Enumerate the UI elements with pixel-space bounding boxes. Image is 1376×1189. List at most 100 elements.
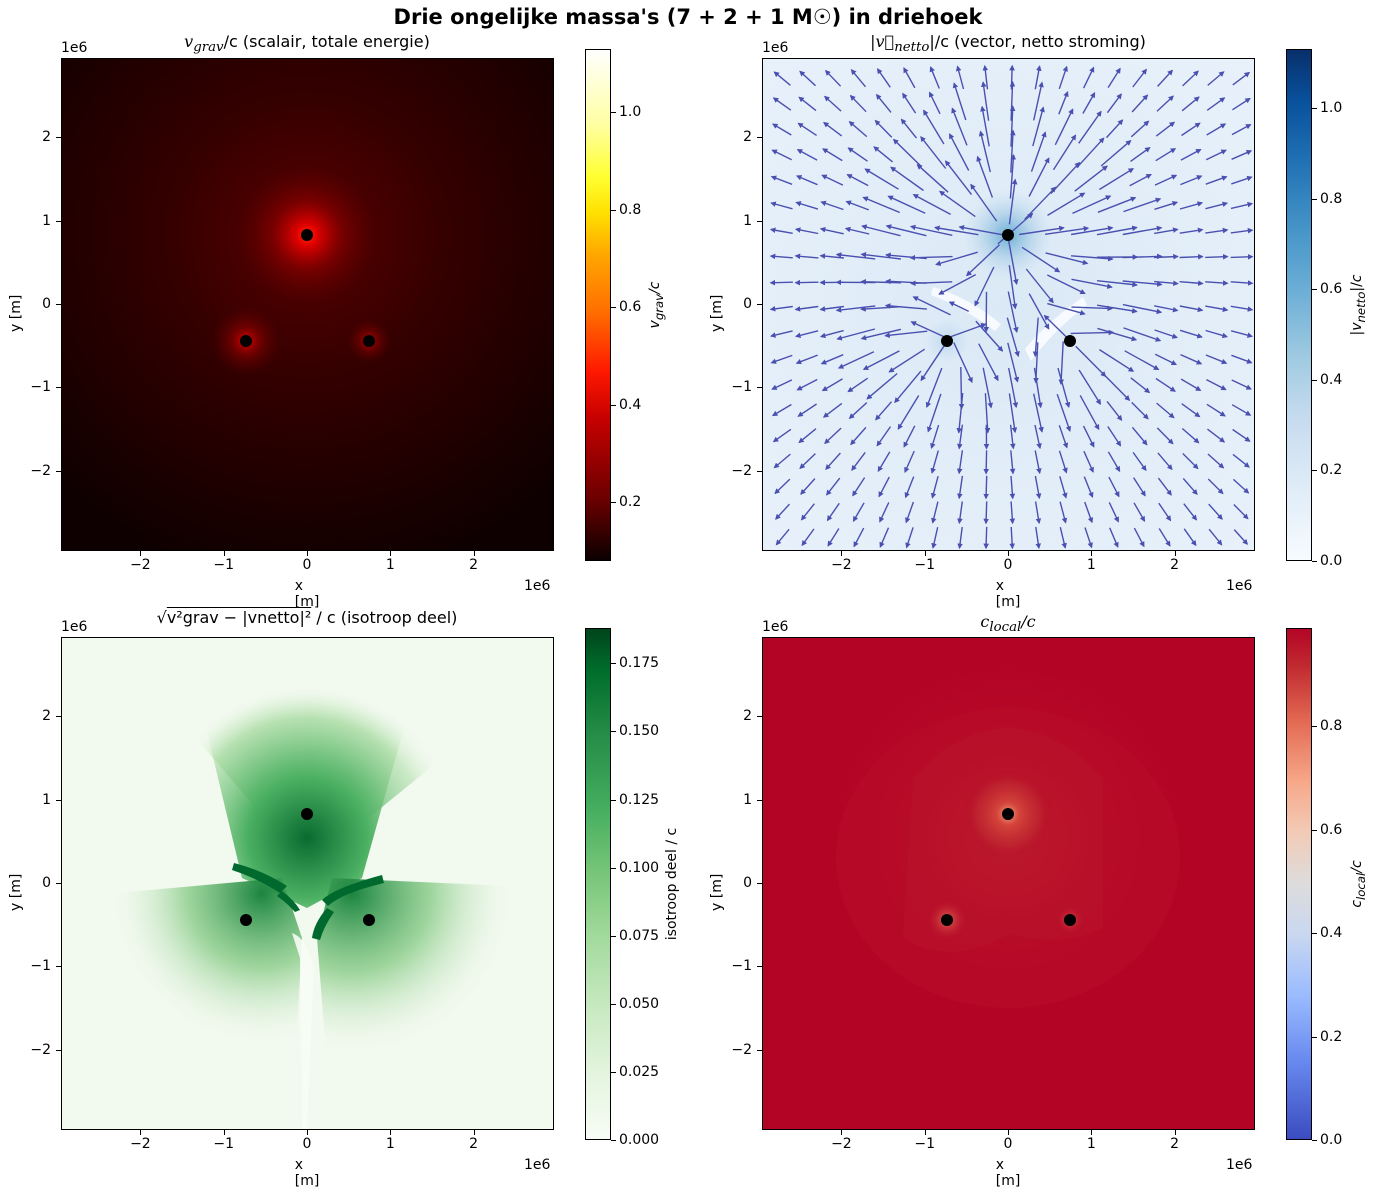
x-axis-label: x [m] <box>295 578 320 610</box>
x-tick-mark <box>1091 551 1092 556</box>
x-tick-mark <box>224 1130 225 1135</box>
colorbar-tick-label: 0.6 <box>1320 822 1342 838</box>
y-offset-text: 1e6 <box>61 40 87 56</box>
y-tick-mark <box>56 716 61 717</box>
y-tick-mark <box>56 883 61 884</box>
panel-title: clocal/c <box>980 612 1035 635</box>
colorbar-tick-label: 0.100 <box>619 860 659 876</box>
colorbar-tick-mark <box>611 663 616 664</box>
x-tick-mark <box>1091 1130 1092 1135</box>
plot-area <box>762 637 1255 1130</box>
colorbar-vgrav <box>585 49 611 561</box>
y-tick-mark <box>56 1050 61 1051</box>
quiver-arrow <box>1154 257 1178 258</box>
colorbar-tick-label: 0.6 <box>1320 281 1342 297</box>
colorbar-tick-label: 0.8 <box>1320 191 1342 207</box>
y-tick-label: 1 <box>722 792 752 808</box>
x-tick-label: 2 <box>469 1136 478 1152</box>
colorbar-tick-mark <box>1312 108 1317 109</box>
heatmap-vgrav <box>62 59 553 550</box>
colorbar-tick-label: 0.2 <box>1320 1029 1342 1045</box>
colorbar-clocal <box>1286 628 1312 1140</box>
colorbar-tick-label: 0.150 <box>619 723 659 739</box>
x-tick-label: 2 <box>469 557 478 573</box>
colorbar-tick-mark <box>1312 470 1317 471</box>
mass-7msun-marker <box>301 229 313 241</box>
colorbar-tick-label: 0.4 <box>619 397 641 413</box>
y-tick-mark <box>56 966 61 967</box>
x-tick-label: −2 <box>130 557 151 573</box>
x-tick-mark <box>925 1130 926 1135</box>
colorbar-tick-label: 0.2 <box>1320 462 1342 478</box>
x-tick-mark <box>390 551 391 556</box>
quiver-arrow <box>1180 257 1203 258</box>
x-tick-mark <box>1008 551 1009 556</box>
y-tick-mark <box>757 471 762 472</box>
y-tick-mark <box>757 1050 762 1051</box>
quiver-arrow <box>1205 257 1227 258</box>
x-tick-label: 1 <box>386 1136 395 1152</box>
x-tick-label: −1 <box>914 1136 935 1152</box>
colorbar-tick-mark <box>611 1004 616 1005</box>
x-tick-label: 1 <box>1087 557 1096 573</box>
y-tick-label: −2 <box>722 463 752 479</box>
quiver-arrow <box>986 501 987 523</box>
mass-2msun-marker <box>941 914 953 926</box>
plot-area <box>61 58 554 551</box>
y-tick-mark <box>757 966 762 967</box>
mass-1msun-marker <box>1064 335 1076 347</box>
plot-area <box>762 58 1255 551</box>
mass-7msun-marker <box>1002 808 1014 820</box>
x-tick-label: −1 <box>213 557 234 573</box>
y-tick-mark <box>56 137 61 138</box>
y-tick-label: 0 <box>722 296 752 312</box>
y-offset-text: 1e6 <box>61 619 87 635</box>
x-tick-label: 0 <box>303 1136 312 1152</box>
x-tick-label: 2 <box>1170 557 1179 573</box>
y-tick-mark <box>56 387 61 388</box>
y-tick-mark <box>56 304 61 305</box>
x-axis-label: x [m] <box>295 1157 320 1189</box>
mass-1msun-marker <box>1064 914 1076 926</box>
y-tick-label: −1 <box>21 958 51 974</box>
x-tick-label: −1 <box>914 557 935 573</box>
y-tick-label: −2 <box>21 463 51 479</box>
x-tick-mark <box>140 551 141 556</box>
x-tick-label: 1 <box>386 557 395 573</box>
mass-1msun-marker <box>363 335 375 347</box>
quiver-arrow <box>986 450 987 473</box>
colorbar-tick-label: 0.075 <box>619 928 659 944</box>
colorbar-tick-label: 0.000 <box>619 1132 659 1148</box>
colorbar-label: isotroop deel / c <box>664 828 680 940</box>
colorbar-tick-mark <box>1312 933 1317 934</box>
colorbar-tick-mark <box>1312 561 1317 562</box>
x-offset-text: 1e6 <box>1226 1157 1252 1173</box>
colorbar-label: vgrav/c <box>647 282 666 329</box>
y-tick-label: 2 <box>21 708 51 724</box>
x-tick-mark <box>1175 551 1176 556</box>
x-offset-text: 1e6 <box>1226 578 1252 594</box>
y-tick-label: −1 <box>21 379 51 395</box>
colorbar-tick-mark <box>1312 199 1317 200</box>
y-tick-label: −1 <box>722 379 752 395</box>
colorbar-tick-mark <box>611 502 616 503</box>
y-tick-label: 2 <box>722 708 752 724</box>
y-tick-mark <box>56 800 61 801</box>
x-tick-label: 0 <box>1004 557 1013 573</box>
mass-2msun-marker <box>941 335 953 347</box>
colorbar-tick-label: 0.2 <box>619 494 641 510</box>
x-tick-label: −2 <box>831 1136 852 1152</box>
colorbar-tick-mark <box>611 1140 616 1141</box>
colorbar-tick-label: 1.0 <box>619 104 641 120</box>
x-tick-mark <box>390 1130 391 1135</box>
y-tick-label: −2 <box>21 1042 51 1058</box>
colorbar-tick-mark <box>611 868 616 869</box>
colorbar-tick-label: 0.8 <box>619 202 641 218</box>
colorbar-isotroop <box>585 628 611 1140</box>
colorbar-tick-mark <box>1312 380 1317 381</box>
x-tick-mark <box>925 551 926 556</box>
colorbar-tick-label: 0.0 <box>1320 553 1342 569</box>
y-tick-label: −1 <box>722 958 752 974</box>
x-tick-mark <box>307 551 308 556</box>
y-tick-mark <box>757 716 762 717</box>
